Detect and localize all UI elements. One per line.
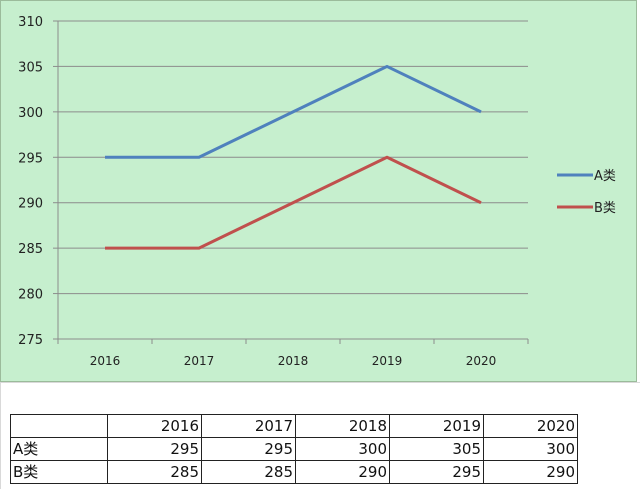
y-tick-label: 300 xyxy=(18,106,43,121)
table-row: B类 285 285 290 295 290 xyxy=(10,460,578,484)
gridlines xyxy=(58,20,528,340)
axes xyxy=(53,20,529,344)
series-lines xyxy=(105,64,482,250)
data-table: 2016 2017 2018 2019 2020 A类 295 295 300 … xyxy=(10,414,578,484)
y-tick-label: 295 xyxy=(18,151,43,166)
chart-panel[interactable]: 275 280 285 290 295 300 305 310 2016 2017 2018 201… xyxy=(0,0,637,382)
spreadsheet-area: 2016 2017 2018 2019 2020 A类 295 295 300 … xyxy=(0,382,640,489)
x-tick-labels: 2016 2017 2018 2019 2020 xyxy=(90,354,497,368)
table-header-cell[interactable]: 2017 xyxy=(201,414,296,438)
y-tick-label: 305 xyxy=(18,60,43,75)
table-row: A类 295 295 300 305 300 xyxy=(10,437,578,461)
table-row-label[interactable]: A类 xyxy=(10,437,108,461)
legend-label: B类 xyxy=(594,201,616,216)
table-cell[interactable]: 300 xyxy=(295,437,390,461)
series-line-b xyxy=(105,155,482,250)
table-cell[interactable]: 295 xyxy=(107,437,202,461)
x-tick-label: 2017 xyxy=(184,354,215,368)
table-cell[interactable]: 290 xyxy=(483,460,578,484)
y-tick-labels: 275 280 285 290 295 300 305 310 xyxy=(18,15,43,348)
table-cell[interactable]: 285 xyxy=(201,460,296,484)
y-tick-label: 280 xyxy=(18,288,43,303)
y-tick-label: 285 xyxy=(18,242,43,257)
table-cell[interactable]: 295 xyxy=(389,460,484,484)
x-tick-label: 2020 xyxy=(466,354,497,368)
table-header-cell[interactable]: 2016 xyxy=(107,414,202,438)
table-cell[interactable]: 295 xyxy=(201,437,296,461)
legend: A类 B类 xyxy=(557,169,616,216)
y-tick-label: 290 xyxy=(18,197,43,212)
table-cell[interactable]: 300 xyxy=(483,437,578,461)
table-header-cell[interactable]: 2020 xyxy=(483,414,578,438)
table-header-cell[interactable]: 2018 xyxy=(295,414,390,438)
series-line-a xyxy=(105,64,482,159)
table-cell[interactable]: 285 xyxy=(107,460,202,484)
x-tick-label: 2016 xyxy=(90,354,121,368)
table-header-cell[interactable] xyxy=(10,414,108,438)
y-tick-label: 310 xyxy=(18,15,43,30)
table-row-label[interactable]: B类 xyxy=(10,460,108,484)
table-cell[interactable]: 290 xyxy=(295,460,390,484)
y-tick-label: 275 xyxy=(18,333,43,348)
table-header-cell[interactable]: 2019 xyxy=(389,414,484,438)
table-cell[interactable]: 305 xyxy=(389,437,484,461)
x-tick-label: 2018 xyxy=(278,354,309,368)
x-tick-label: 2019 xyxy=(372,354,403,368)
legend-label: A类 xyxy=(594,169,616,184)
table-header-row: 2016 2017 2018 2019 2020 xyxy=(10,414,578,438)
